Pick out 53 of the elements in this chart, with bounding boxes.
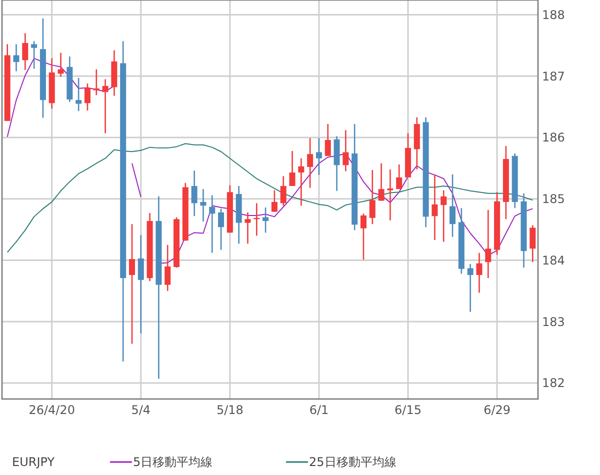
candlestick (467, 263, 474, 312)
candlestick (280, 176, 286, 206)
candlestick (76, 77, 82, 112)
candlestick (432, 174, 438, 241)
candlestick (244, 212, 251, 244)
candlestick (450, 174, 456, 238)
candlestick (378, 162, 384, 202)
y-tick-label: 187 (542, 69, 565, 84)
candlestick (200, 188, 206, 222)
candlestick (387, 168, 394, 222)
candlestick (262, 206, 269, 234)
x-tick-label: 5/4 (131, 403, 151, 417)
candlestick (360, 212, 366, 260)
y-tick-label: 183 (542, 314, 565, 329)
candlestick (164, 244, 171, 292)
candlestick (209, 194, 216, 254)
candlestick (298, 158, 304, 206)
candlestick (22, 32, 28, 71)
x-tick-label: 6/1 (309, 403, 329, 417)
candlestick (324, 123, 331, 157)
legend-label: 5日移動平均線 (133, 455, 213, 469)
candlestick (485, 209, 492, 279)
text: EURJPY (12, 455, 56, 469)
x-tick-label: 6/15 (394, 403, 422, 417)
candlestick (58, 52, 64, 78)
candlestick (396, 164, 402, 190)
candlestick (476, 252, 482, 294)
candlestick (102, 78, 108, 134)
x-tick-label: 26/4/20 (28, 403, 75, 417)
candlestick (342, 129, 349, 172)
candlestick (138, 234, 144, 334)
y-tick-label: 182 (542, 376, 565, 390)
candlestick (369, 169, 376, 225)
y-tick-label: 188 (542, 8, 565, 22)
candlestick (128, 223, 135, 344)
y-tick-label: 184 (542, 253, 565, 268)
candlestick (271, 190, 278, 212)
x-tick-label: 6/29 (484, 403, 511, 417)
candlestick (530, 224, 536, 263)
candlestick (316, 137, 322, 176)
candlestick (218, 208, 224, 250)
candlestick (307, 137, 314, 188)
y-tick-label: 186 (542, 130, 565, 145)
candlestick (84, 82, 90, 112)
candlestick (440, 190, 447, 243)
candlestick (31, 40, 38, 70)
y-tick-label: 185 (542, 192, 565, 206)
candlestick (13, 44, 20, 72)
candlestick (191, 170, 198, 217)
candlestick (289, 150, 296, 187)
legend-label: 25日移動平均線 (309, 455, 396, 469)
line-series (6, 143, 534, 253)
x-tick-label: 5/18 (216, 403, 244, 417)
